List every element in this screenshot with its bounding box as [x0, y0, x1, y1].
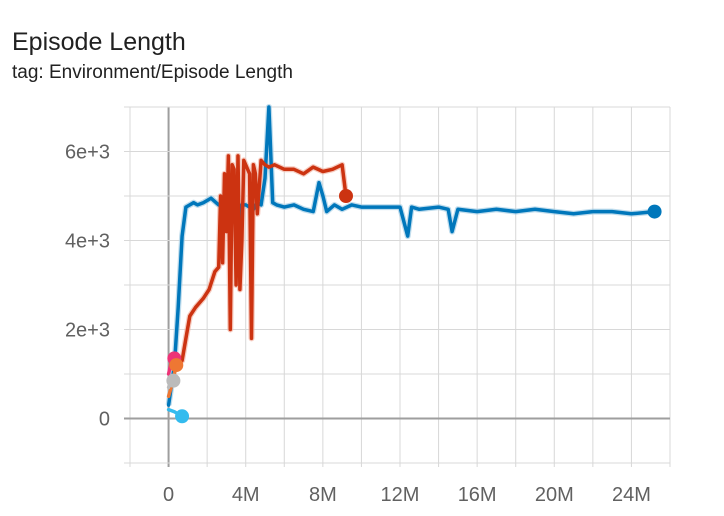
axis-tick-labels: 0 4M 8M 12M 16M 20M 24M 0 2e+3 4e+3 6e+3: [65, 142, 651, 507]
x-tick-label: 0: [163, 484, 174, 506]
x-tick-label: 24M: [612, 484, 651, 506]
series-line-0[interactable]: [166, 105, 657, 407]
x-tick-label: 4M: [232, 484, 260, 506]
chart-subtitle: tag: Environment/Episode Length: [12, 62, 293, 83]
series-end-marker-3[interactable]: [169, 358, 184, 373]
series-end-marker-5[interactable]: [166, 373, 181, 388]
chart-title: Episode Length: [12, 28, 186, 56]
y-tick-label: 0: [99, 409, 110, 431]
series-line-1[interactable]: [174, 154, 348, 363]
series-lines: [166, 105, 657, 419]
y-tick-label: 2e+3: [65, 320, 110, 342]
x-tick-label: 8M: [309, 484, 337, 506]
series-end-marker-1[interactable]: [339, 189, 353, 203]
y-tick-label: 6e+3: [65, 142, 110, 164]
grid-lines: [124, 106, 671, 467]
series-end-marker-4[interactable]: [175, 409, 190, 424]
series-end-markers: [166, 189, 662, 424]
series-end-marker-0[interactable]: [647, 204, 662, 219]
x-tick-label: 12M: [381, 484, 420, 506]
x-tick-label: 20M: [535, 484, 574, 506]
y-tick-label: 4e+3: [65, 231, 110, 253]
x-tick-label: 16M: [458, 484, 497, 506]
